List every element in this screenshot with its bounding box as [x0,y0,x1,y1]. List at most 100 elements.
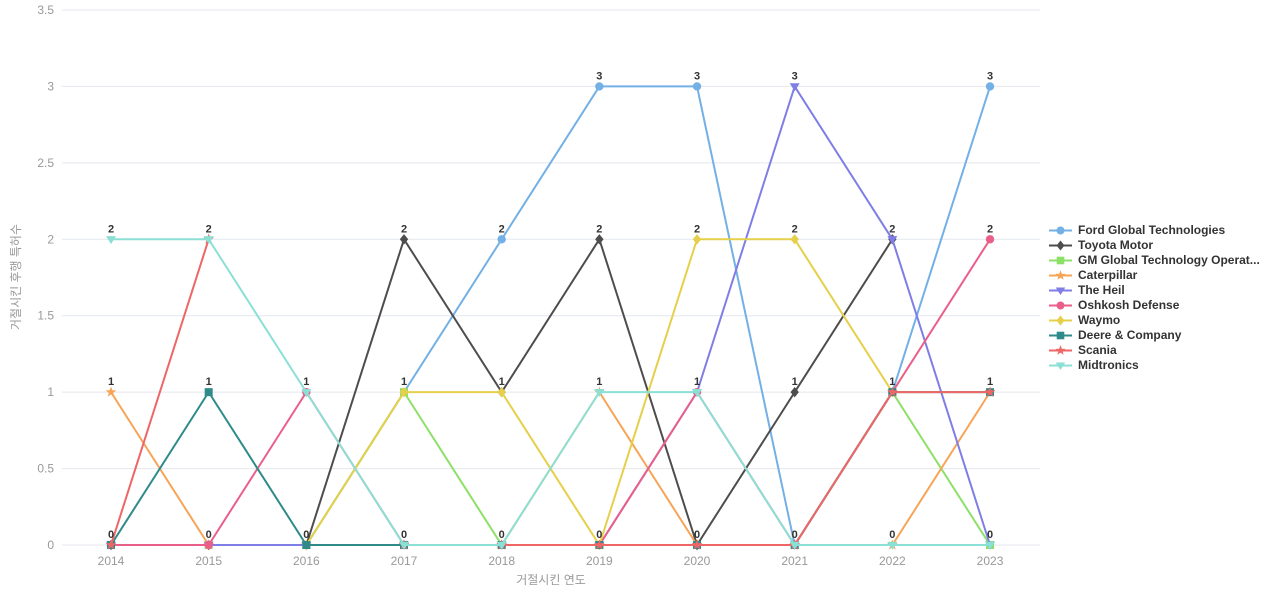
legend-item-label: Caterpillar [1078,268,1138,282]
legend-item-label: The Heil [1078,283,1125,297]
data-point[interactable] [790,386,799,398]
data-point[interactable] [691,539,703,550]
data-point[interactable] [985,82,995,91]
data-point[interactable] [595,82,604,91]
data-point[interactable] [985,235,995,244]
point-value-label: 1 [108,376,114,388]
x-tick-label: 2014 [98,554,125,568]
legend-item-label: Toyota Motor [1078,238,1154,252]
legend-marker-icon [1049,240,1072,251]
y-tick-label: 0.5 [37,462,54,476]
legend-item-midtronics[interactable]: Midtronics [1048,358,1260,373]
legend-marker-icon [1049,270,1072,280]
legend-item-deere-company[interactable]: Deere & Company [1048,328,1260,343]
point-value-label: 1 [792,376,798,388]
data-point[interactable] [497,235,506,244]
legend-marker-icon [1049,226,1072,235]
point-value-label: 2 [889,223,895,235]
data-point[interactable] [887,236,898,245]
data-point[interactable] [692,82,702,91]
data-point[interactable] [790,234,799,245]
data-point[interactable] [984,386,996,397]
legend-item-label: Midtronics [1078,358,1139,372]
series-midtronics [106,236,996,550]
legend-item-ford-global-technologies[interactable]: Ford Global Technologies [1048,223,1260,238]
legend-marker-icon [1049,301,1072,310]
legend-marker-icon [1049,315,1072,326]
point-value-label: 2 [792,223,798,235]
y-tick-label: 3 [47,79,54,93]
data-point[interactable] [496,541,507,550]
data-point[interactable] [301,388,312,397]
point-value-label: 0 [303,529,309,541]
x-tick-label: 2022 [879,554,906,568]
point-value-label: 2 [596,223,602,235]
x-tick-label: 2016 [293,554,320,568]
x-tick-label: 2018 [488,554,515,568]
legend-item-gm-global-technology-operat[interactable]: GM Global Technology Operat... [1048,253,1260,268]
point-value-label: 1 [596,376,602,388]
legend-item-caterpillar[interactable]: Caterpillar [1048,268,1260,283]
data-point[interactable] [985,541,996,550]
x-tick-label: 2021 [781,554,808,568]
data-point[interactable] [204,388,213,397]
data-point[interactable] [105,386,117,397]
data-point[interactable] [789,83,800,92]
legend-item-the-heil[interactable]: The Heil [1048,283,1260,298]
data-point[interactable] [594,539,605,550]
data-point[interactable] [302,541,311,549]
point-value-label: 0 [108,529,114,541]
point-value-label: 2 [206,223,212,235]
point-value-label: 3 [987,70,993,82]
point-value-label: 3 [792,70,798,82]
data-point[interactable] [399,234,409,245]
legend-marker-icon [1049,287,1072,296]
point-value-label: 3 [694,70,700,82]
data-point[interactable] [106,236,116,245]
legend-item-label: Deere & Company [1078,328,1182,342]
point-value-label: 1 [206,376,212,388]
point-value-label: 2 [694,223,700,235]
data-point[interactable] [399,386,409,398]
data-point[interactable] [887,386,898,397]
point-value-label: 1 [694,376,700,388]
point-value-label: 2 [108,223,114,235]
legend-item-oshkosh-defense[interactable]: Oshkosh Defense [1048,298,1260,313]
x-axis-label: 거절시킨 연도 [516,573,586,587]
legend-item-label: Scania [1078,343,1117,357]
data-point[interactable] [105,539,117,550]
y-tick-label: 1 [47,385,54,399]
x-tick-label: 2020 [684,554,711,568]
grid-layer [62,9,1040,546]
point-value-label: 0 [889,529,895,541]
legend-item-toyota-motor[interactable]: Toyota Motor [1048,238,1260,253]
point-value-label: 2 [499,223,505,235]
series-scania [105,233,996,550]
point-value-label: 0 [987,529,993,541]
point-value-label: 0 [499,529,505,541]
data-point[interactable] [497,386,506,398]
data-point[interactable] [692,234,702,245]
data-point[interactable] [594,388,605,397]
data-point[interactable] [595,234,604,245]
y-tick-label: 0 [47,538,54,552]
point-value-label: 3 [596,70,602,82]
x-tick-label: 2017 [391,554,418,568]
point-value-label: 2 [987,223,993,235]
data-point[interactable] [789,541,800,550]
data-point[interactable] [692,388,703,397]
data-point[interactable] [204,540,213,550]
point-value-label: 1 [889,376,895,388]
data-point[interactable] [399,541,410,550]
legend-marker-icon [1049,331,1072,340]
point-value-label: 0 [694,529,700,541]
legend-item-waymo[interactable]: Waymo [1048,313,1260,328]
data-point[interactable] [203,236,214,245]
legend-item-label: Oshkosh Defense [1078,298,1180,312]
legend-item-scania[interactable]: Scania [1048,343,1260,358]
y-tick-label: 2.5 [37,156,54,170]
legend-item-label: Waymo [1078,313,1121,327]
data-point[interactable] [887,541,898,550]
